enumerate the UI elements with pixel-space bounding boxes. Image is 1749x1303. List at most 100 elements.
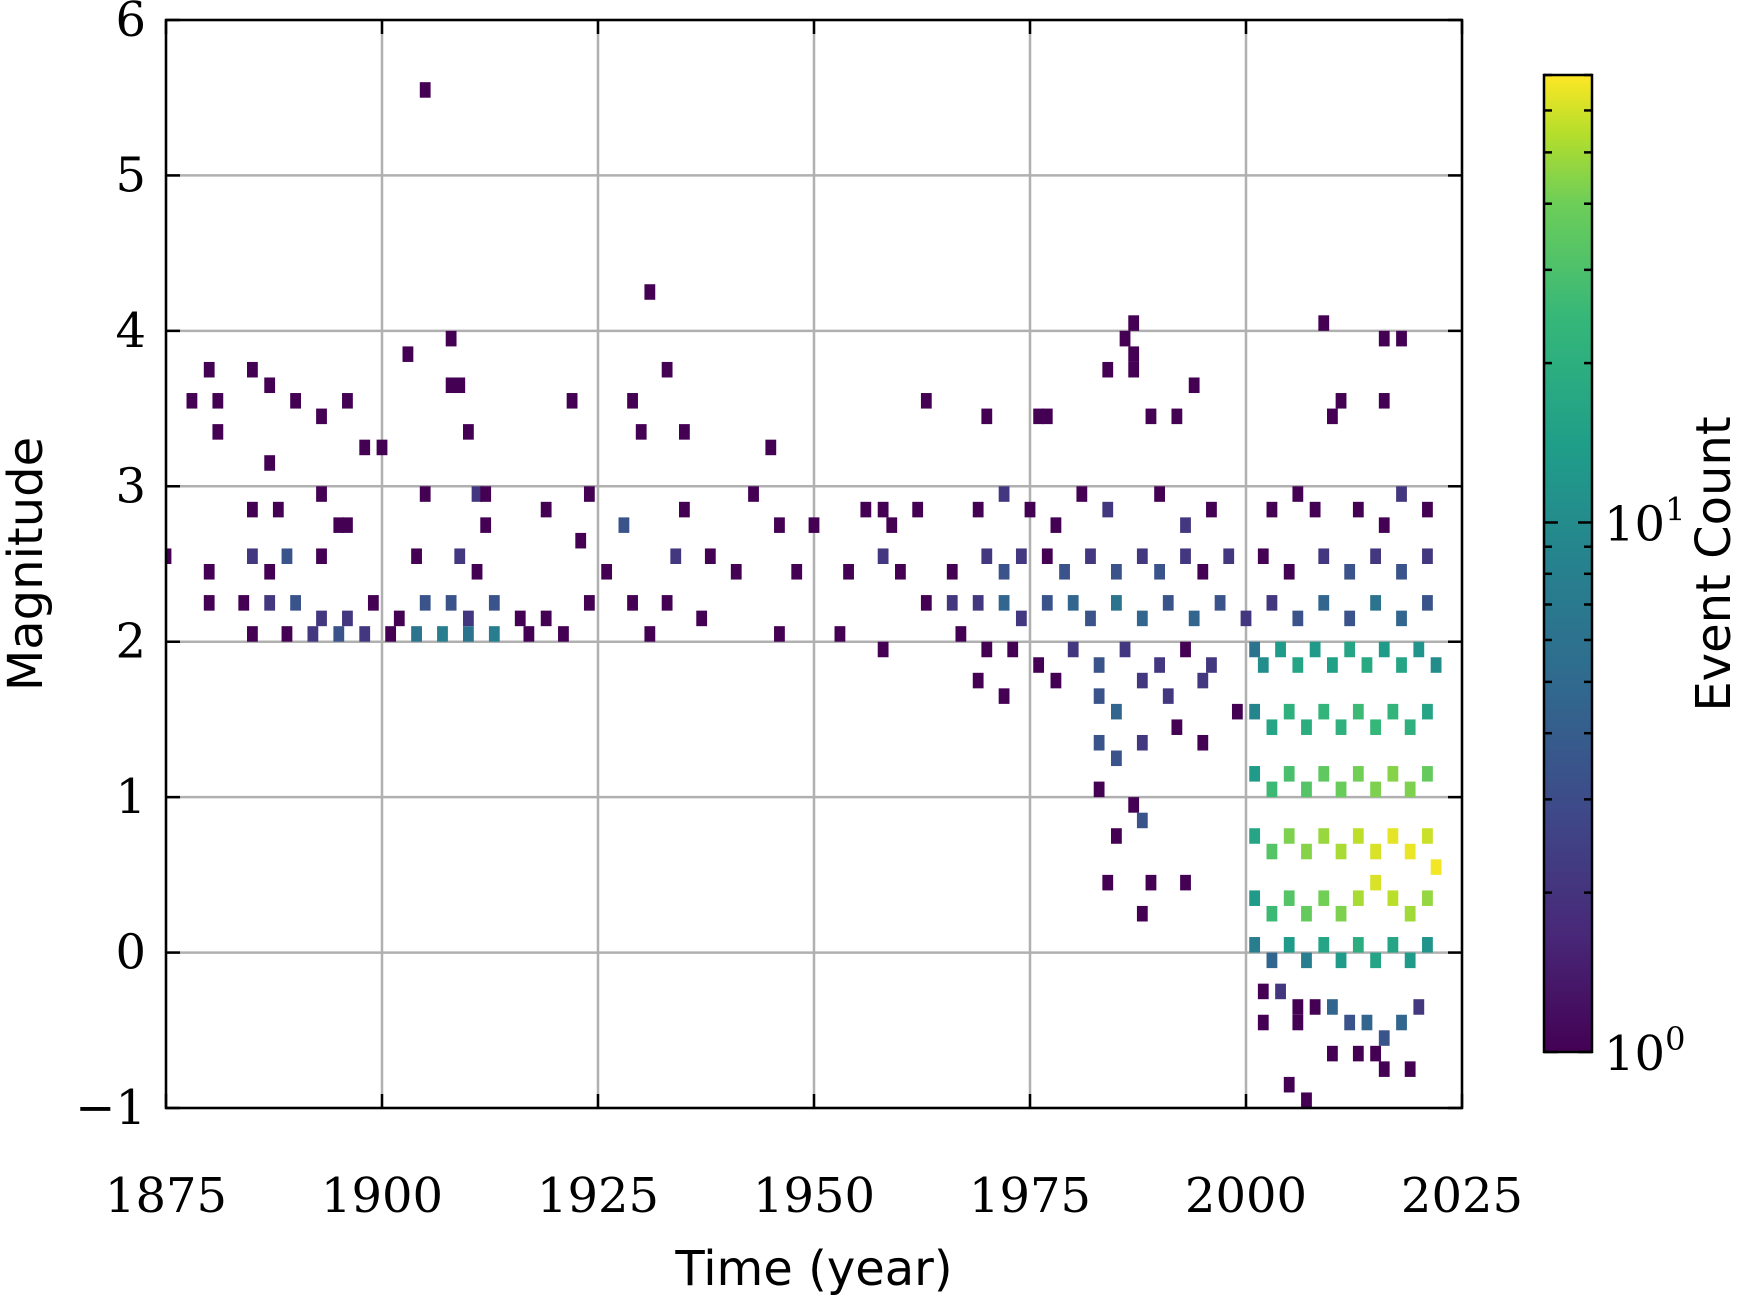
heatmap-cell bbox=[514, 610, 526, 627]
heatmap-cell bbox=[1387, 890, 1399, 906]
heatmap-cell bbox=[480, 486, 492, 502]
y-tick-label: 2 bbox=[115, 614, 146, 670]
heatmap-cell bbox=[247, 361, 258, 378]
heatmap-cell bbox=[1093, 734, 1105, 751]
heatmap-cell bbox=[1422, 548, 1433, 564]
x-tick-label: 2000 bbox=[1185, 1168, 1307, 1224]
heatmap-cell bbox=[679, 501, 690, 518]
heatmap-cell bbox=[1404, 719, 1416, 735]
heatmap-cell bbox=[1387, 937, 1399, 953]
heatmap-cell bbox=[1430, 657, 1442, 673]
heatmap-cell bbox=[1327, 408, 1338, 425]
grid-lines bbox=[164, 18, 1464, 1110]
heatmap-cell bbox=[1188, 610, 1200, 627]
heatmap-cell bbox=[1257, 1014, 1269, 1031]
heatmap-cell bbox=[1162, 595, 1174, 611]
heatmap-cell bbox=[203, 361, 215, 378]
x-tick-labels: 1875 1900 1925 1950 1975 2000 2025 bbox=[105, 1168, 1523, 1224]
heatmap-cell bbox=[808, 517, 820, 533]
heatmap-cell bbox=[1015, 610, 1027, 627]
heatmap-cell bbox=[264, 564, 276, 580]
y-tick-label: 1 bbox=[115, 769, 146, 825]
heatmap-cell bbox=[1102, 874, 1114, 891]
heatmap-cell bbox=[1206, 501, 1217, 518]
heatmap-cell bbox=[359, 439, 371, 456]
heatmap-cell bbox=[1378, 1030, 1390, 1046]
heatmap-cell bbox=[1283, 828, 1295, 844]
heatmap-cell bbox=[1266, 781, 1278, 798]
heatmap-cell bbox=[1318, 548, 1330, 564]
heatmap-cell bbox=[1283, 564, 1295, 580]
heatmap-cell bbox=[1136, 812, 1148, 829]
heatmap-cell bbox=[730, 564, 742, 580]
colorbar-gradient bbox=[1542, 73, 1594, 1054]
heatmap-cell bbox=[1301, 719, 1312, 735]
heatmap-cell bbox=[1180, 548, 1191, 564]
heatmap-cell bbox=[1085, 610, 1096, 627]
heatmap-cell bbox=[1404, 843, 1416, 860]
heatmap-cell bbox=[877, 641, 889, 658]
heatmap-cell bbox=[1180, 874, 1191, 891]
heatmap-cell bbox=[445, 330, 457, 347]
heatmap-cell bbox=[765, 439, 777, 456]
heatmap-cell bbox=[264, 595, 276, 611]
heatmap-cell bbox=[290, 595, 301, 611]
heatmap-cell bbox=[895, 564, 906, 580]
heatmap-cell bbox=[1136, 548, 1148, 564]
heatmap-cell bbox=[1162, 688, 1174, 704]
heatmap-cell bbox=[290, 393, 301, 409]
heatmap-cell bbox=[411, 626, 422, 642]
heatmap-cell bbox=[1422, 766, 1433, 782]
heatmap-cell bbox=[618, 517, 630, 533]
heatmap-cell bbox=[566, 393, 578, 409]
heatmap-cell bbox=[1396, 564, 1407, 580]
heatmap-cell bbox=[920, 393, 932, 409]
heatmap-cell bbox=[1430, 859, 1442, 875]
heatmap-cell bbox=[1059, 564, 1070, 580]
heatmap-cell bbox=[886, 517, 898, 533]
heatmap-cell bbox=[1154, 486, 1165, 502]
heatmap-cell bbox=[981, 548, 993, 564]
heatmap-cell bbox=[1015, 548, 1027, 564]
heatmap-cell bbox=[1283, 703, 1295, 720]
heatmap-cell bbox=[1050, 672, 1062, 689]
heatmap-cell bbox=[661, 361, 673, 378]
heatmap-cell bbox=[471, 564, 483, 580]
heatmap-cell bbox=[186, 393, 198, 409]
heatmap-cell bbox=[1378, 330, 1390, 347]
heatmap-cell bbox=[1370, 874, 1381, 891]
heatmap-cell bbox=[1231, 703, 1243, 720]
heatmap-cell bbox=[1370, 952, 1381, 969]
heatmap-cell bbox=[411, 548, 422, 564]
colorbar-tick-label: 101 bbox=[1604, 490, 1685, 552]
heatmap-cell bbox=[644, 626, 656, 642]
heatmap-cell bbox=[1102, 361, 1114, 378]
heatmap-cell bbox=[601, 564, 613, 580]
heatmap-cell bbox=[972, 595, 984, 611]
heatmap-cell bbox=[1249, 766, 1261, 782]
heatmap-cell bbox=[1404, 1061, 1416, 1077]
heatmap-cell bbox=[1361, 1014, 1373, 1031]
heatmap-cell bbox=[1033, 657, 1045, 673]
y-tick-label: 6 bbox=[115, 0, 146, 48]
heatmap-cell bbox=[1301, 781, 1312, 798]
heatmap-cell bbox=[1352, 703, 1364, 720]
heatmap-cell bbox=[342, 610, 353, 627]
heatmap-cell bbox=[1275, 983, 1286, 1000]
heatmap-cell bbox=[1404, 905, 1416, 922]
heatmap-cell bbox=[402, 346, 414, 362]
heatmap-cell bbox=[946, 595, 958, 611]
axis-ticks bbox=[164, 18, 1464, 1110]
heatmap-cell bbox=[1257, 548, 1269, 564]
colorbar-ticks bbox=[1544, 73, 1592, 1054]
colorbar-label: Event Count bbox=[1686, 416, 1742, 711]
heatmap-cell bbox=[1033, 408, 1045, 425]
heatmap-cell bbox=[1024, 501, 1036, 518]
heatmap-cell bbox=[333, 626, 345, 642]
heatmap-cell bbox=[1309, 501, 1321, 518]
heatmap-cell bbox=[333, 517, 345, 533]
heatmap-cell bbox=[1041, 548, 1053, 564]
heatmap-cell bbox=[1404, 781, 1416, 798]
heatmap-cell bbox=[696, 610, 708, 627]
y-tick-label: 3 bbox=[115, 458, 146, 514]
